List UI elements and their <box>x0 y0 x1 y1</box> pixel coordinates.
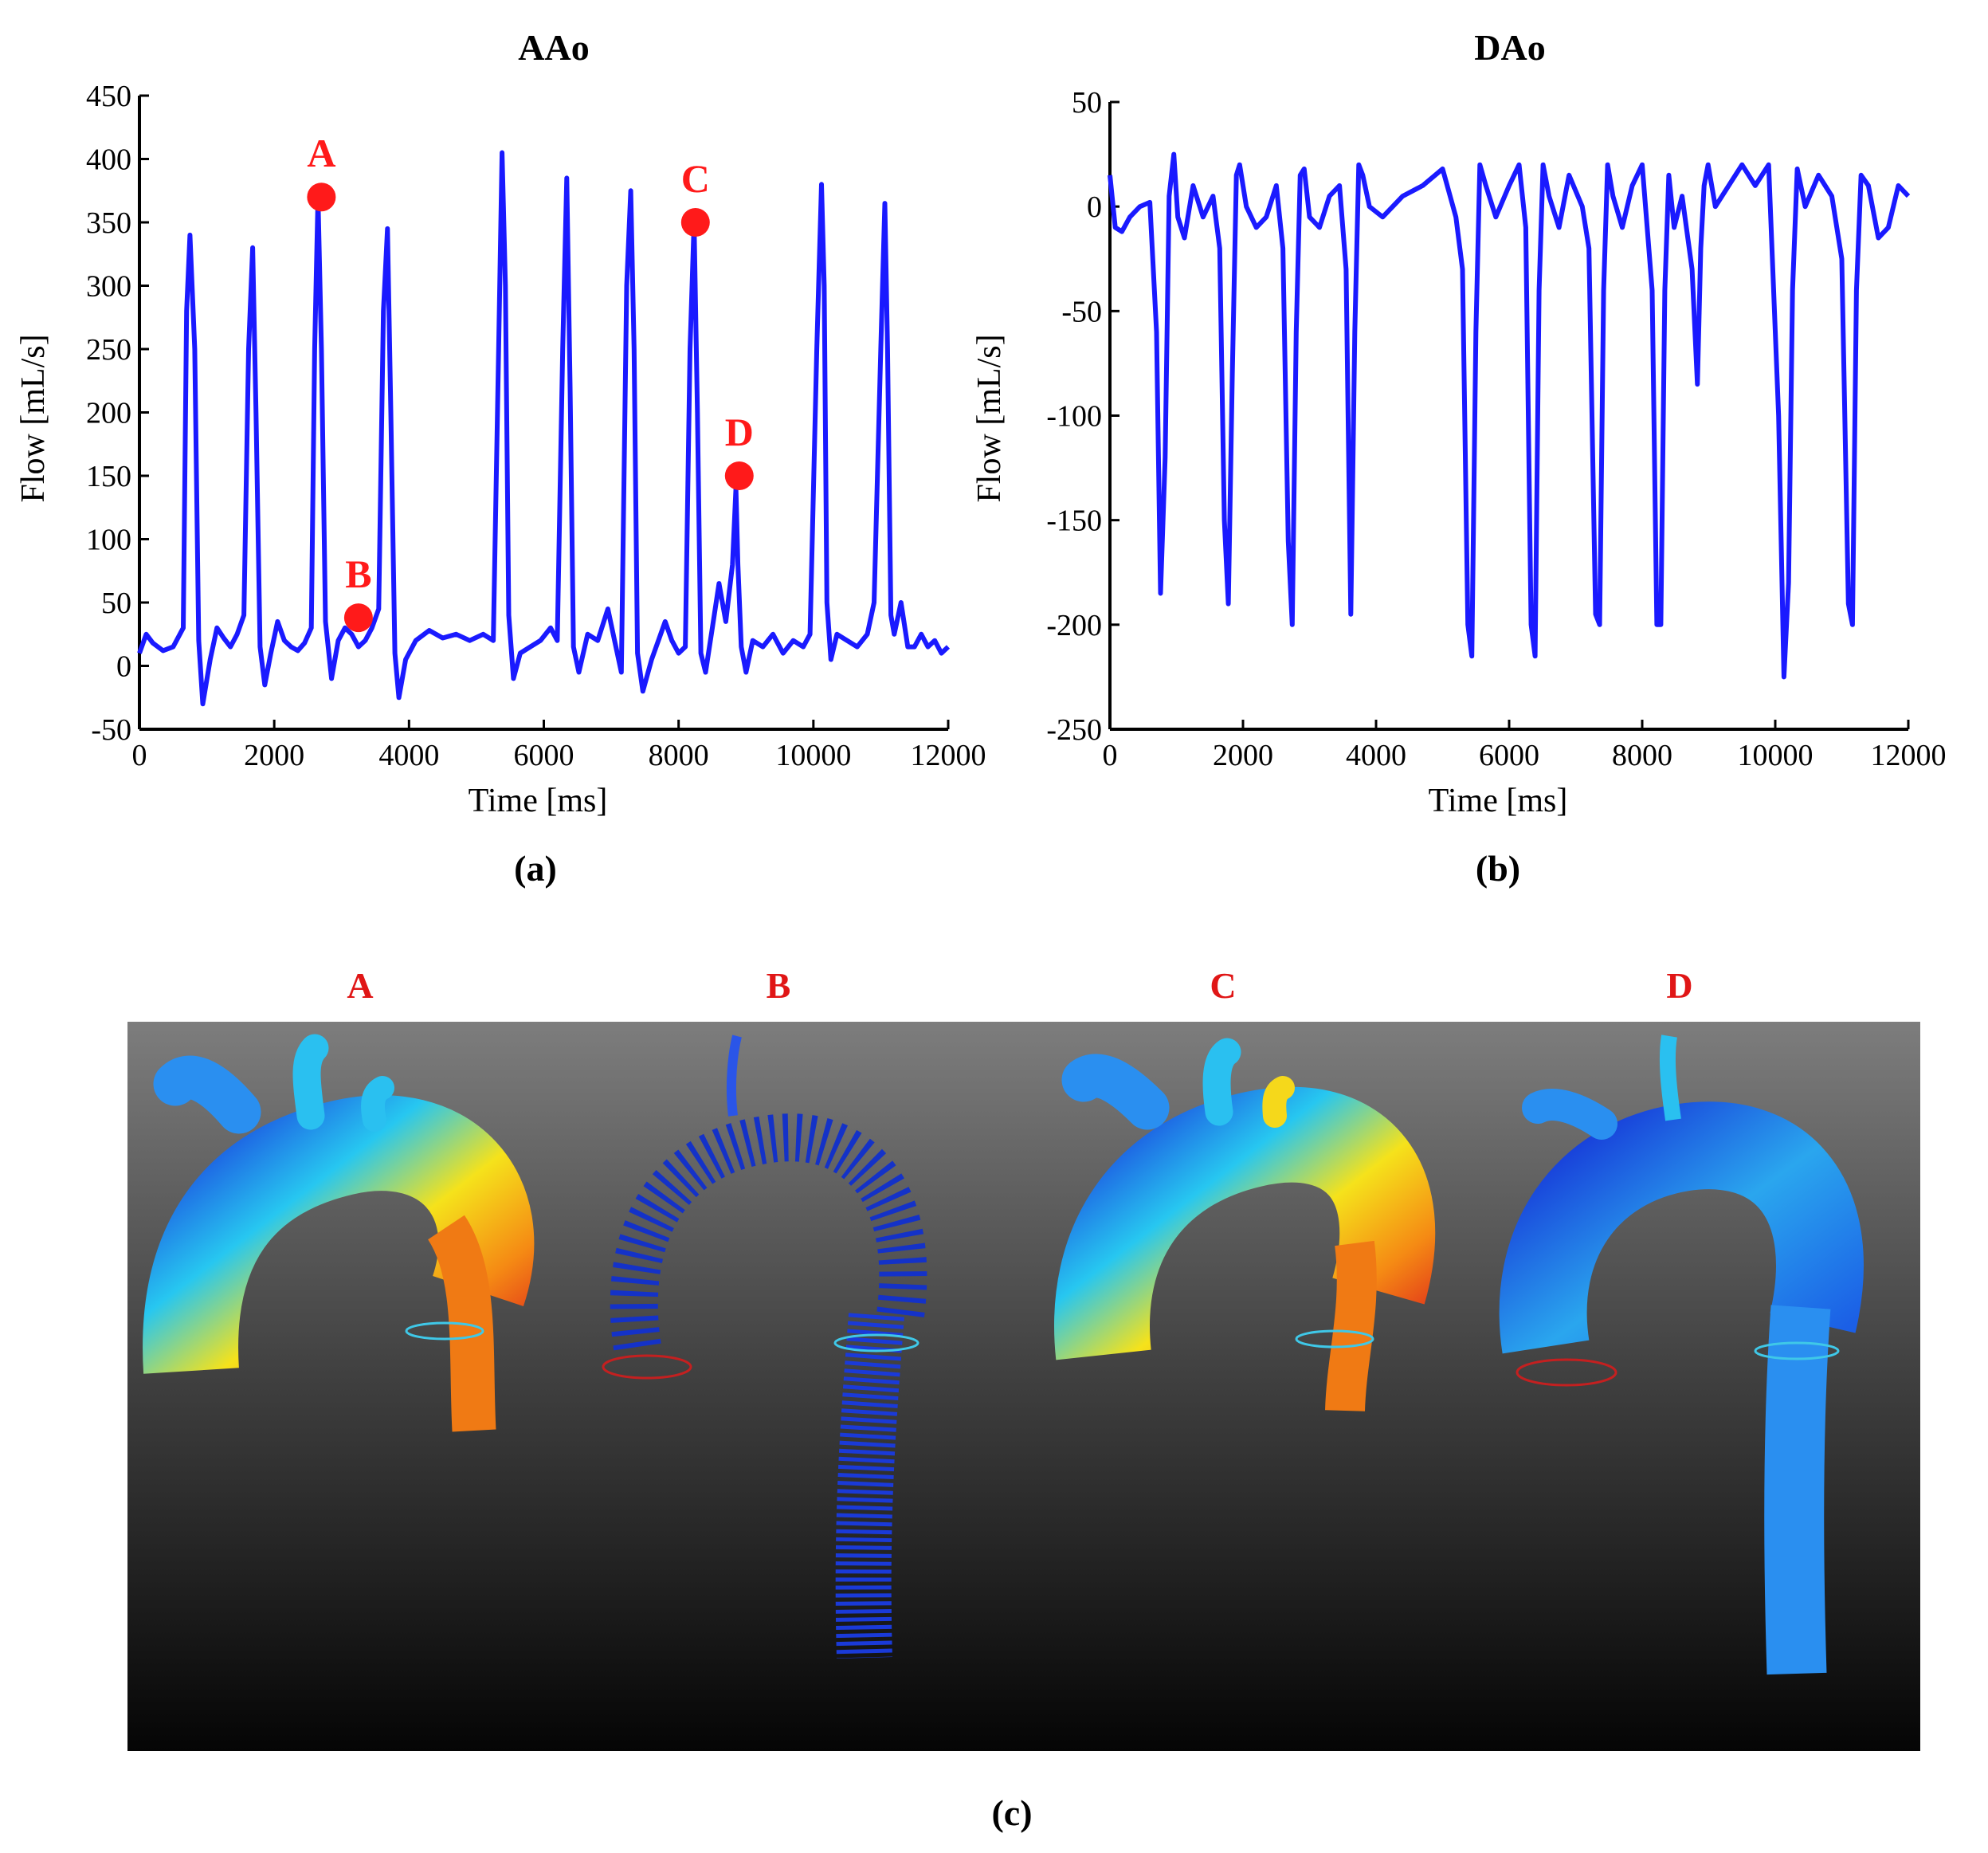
flow-renders-panel: A B C D <box>127 965 1920 1833</box>
a-x-tick-label: 6000 <box>514 739 574 772</box>
b-x-tick-label: 12000 <box>1871 739 1947 772</box>
aorta-render-c <box>1054 1038 1436 1411</box>
a-y-tick-label: 50 <box>101 587 131 620</box>
a-x-tick-label: 10000 <box>775 739 851 772</box>
dao-flow-chart: DAo -250 -200 -150 -100 -50 0 50 0 2000 4000 6000… <box>971 27 1947 889</box>
a-marker-a <box>307 183 336 212</box>
b-y-tick-label: -200 <box>1046 609 1102 642</box>
render-label-c: C <box>1210 965 1236 1006</box>
b-x-tick-label: 0 <box>1103 739 1118 772</box>
chart-b-title: DAo <box>1474 27 1545 68</box>
chart-a-y-label: Flow [mL/s] <box>15 334 52 502</box>
chart-b-x-ticks: 0 2000 4000 6000 8000 10000 12000 <box>1103 720 1947 772</box>
b-y-tick-label: -150 <box>1046 504 1102 538</box>
a-y-tick-label: 0 <box>116 650 131 684</box>
chart-a-series-line <box>137 150 951 707</box>
chart-b-x-label: Time [ms] <box>1429 783 1568 819</box>
chart-a-markers: A B C D <box>307 131 754 633</box>
a-y-tick-label: 450 <box>86 80 131 113</box>
b-y-tick-label: -250 <box>1046 713 1102 747</box>
a-x-tick-label: 0 <box>132 739 147 772</box>
b-x-tick-label: 4000 <box>1346 739 1406 772</box>
a-y-tick-label: 100 <box>86 524 131 557</box>
render-label-d: D <box>1666 965 1692 1006</box>
b-x-tick-label: 10000 <box>1738 739 1814 772</box>
b-y-tick-label: -100 <box>1046 400 1102 434</box>
aorta-render-a <box>143 1034 535 1432</box>
a-marker-label-a: A <box>307 131 335 175</box>
a-x-tick-label: 12000 <box>911 739 986 772</box>
b-x-tick-label: 2000 <box>1213 739 1273 772</box>
a-x-tick-label: 2000 <box>244 739 304 772</box>
a-y-tick-label: -50 <box>91 713 131 747</box>
chart-a-title: AAo <box>518 27 589 68</box>
b-x-tick-label: 8000 <box>1612 739 1672 772</box>
panel-label-a: (a) <box>514 848 557 889</box>
a-marker-label-d: D <box>725 410 754 454</box>
a-y-tick-label: 150 <box>86 460 131 493</box>
chart-b-y-label: Flow [mL/s] <box>971 334 1008 502</box>
a-marker-label-c: C <box>681 156 710 201</box>
panel-label-b: (b) <box>1476 848 1520 889</box>
a-marker-c <box>680 208 710 237</box>
render-label-b: B <box>767 965 791 1006</box>
b-y-tick-label: 0 <box>1087 190 1102 224</box>
render-label-a: A <box>347 965 373 1006</box>
a-x-tick-label: 4000 <box>378 739 439 772</box>
a-y-tick-label: 250 <box>86 333 131 367</box>
a-y-tick-label: 200 <box>86 397 131 430</box>
b-x-tick-label: 6000 <box>1479 739 1539 772</box>
chart-b-y-ticks: -250 -200 -150 -100 -50 0 50 <box>1046 86 1119 747</box>
panel-label-c: (c) <box>991 1792 1032 1833</box>
chart-a-x-ticks: 0 2000 4000 6000 8000 10000 12000 <box>132 720 986 772</box>
a-x-tick-label: 8000 <box>649 739 709 772</box>
a-marker-b <box>343 603 373 633</box>
b-y-tick-label: 50 <box>1072 86 1102 120</box>
a-y-tick-label: 300 <box>86 270 131 304</box>
chart-a-x-label: Time [ms] <box>469 783 608 819</box>
a-marker-d <box>724 461 754 490</box>
a-y-tick-label: 400 <box>86 143 131 177</box>
b-y-tick-label: -50 <box>1061 295 1102 328</box>
a-y-tick-label: 350 <box>86 206 131 240</box>
chart-a-y-ticks: -50 0 50 100 150 200 250 300 350 400 450 <box>86 80 149 747</box>
aorta-render-d <box>1499 1034 1864 1675</box>
chart-b-series-line <box>1108 151 1911 680</box>
aorta-render-b <box>602 1034 927 1659</box>
a-marker-label-b: B <box>345 552 371 596</box>
